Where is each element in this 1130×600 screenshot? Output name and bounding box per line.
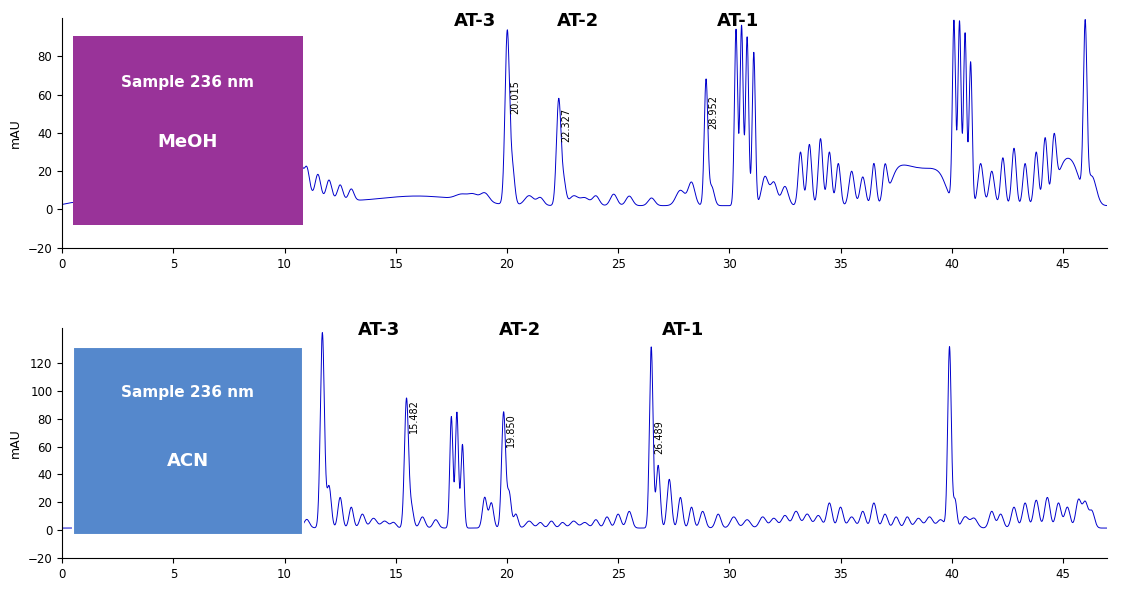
Text: 28.952: 28.952 [709, 95, 719, 129]
Text: AT-2: AT-2 [499, 321, 541, 339]
Text: 22.327: 22.327 [562, 109, 572, 142]
Y-axis label: mAU: mAU [9, 118, 23, 148]
Text: 20.015: 20.015 [510, 80, 520, 114]
Text: AT-3: AT-3 [357, 321, 400, 339]
FancyBboxPatch shape [72, 37, 303, 225]
Text: Sample 236 nm: Sample 236 nm [121, 75, 254, 90]
Text: 19.850: 19.850 [506, 413, 516, 446]
Text: Sample 236 nm: Sample 236 nm [121, 385, 254, 400]
Text: MeOH: MeOH [157, 133, 218, 151]
Text: AT-3: AT-3 [454, 11, 496, 29]
Text: 26.489: 26.489 [654, 420, 664, 454]
Text: ACN: ACN [166, 452, 209, 470]
Text: 15.482: 15.482 [409, 399, 419, 433]
Y-axis label: mAU: mAU [9, 428, 23, 458]
Text: AT-1: AT-1 [662, 321, 705, 339]
Text: AT-1: AT-1 [718, 11, 759, 29]
FancyBboxPatch shape [72, 347, 303, 535]
Text: AT-2: AT-2 [556, 11, 599, 29]
